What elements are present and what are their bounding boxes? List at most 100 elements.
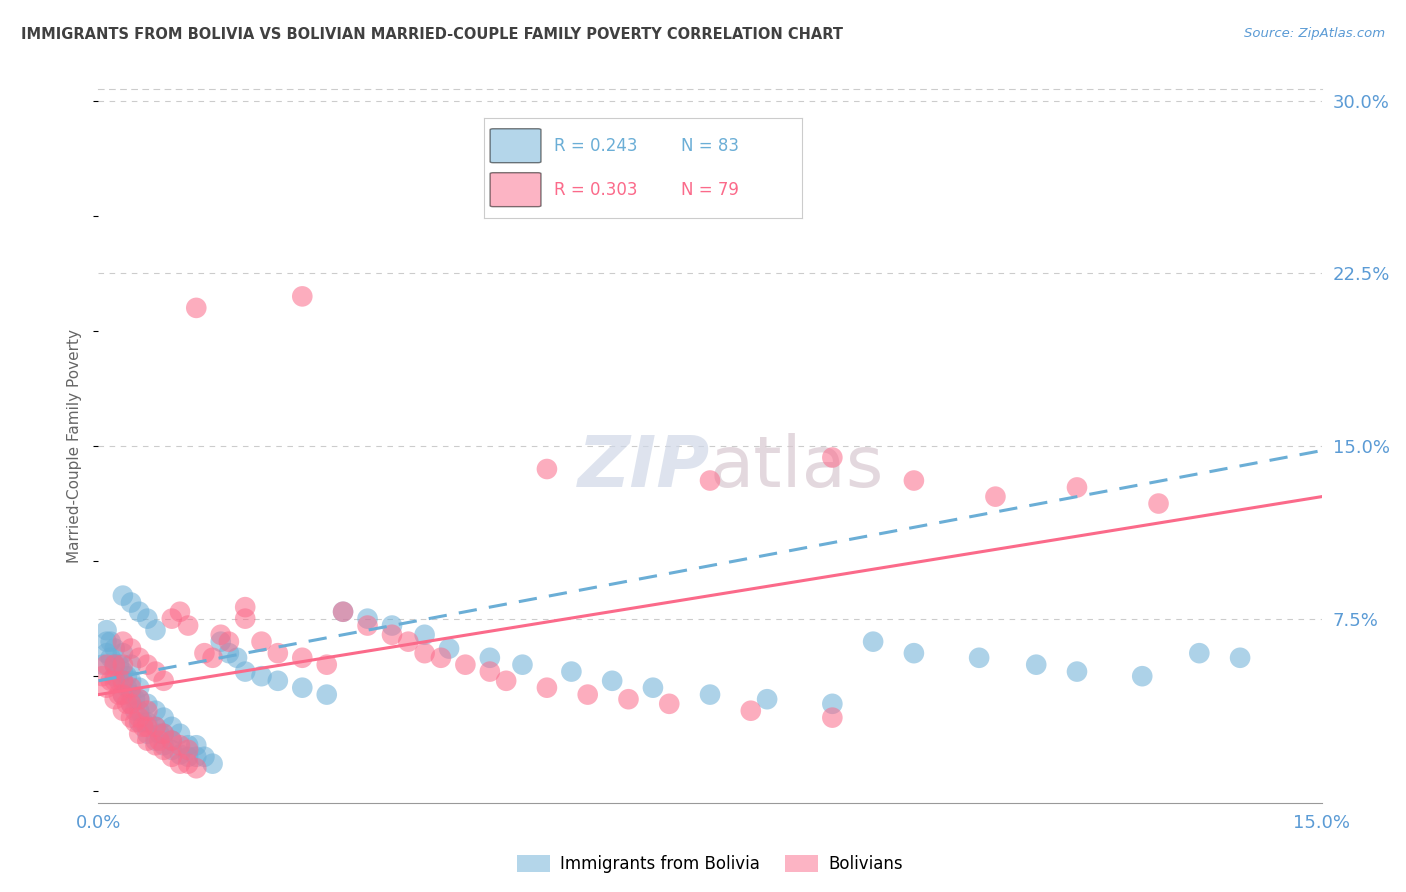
Point: [169, 738, 191, 752]
Point: [96, 657, 118, 672]
Point: [104, 641, 127, 656]
Point: [186, 761, 208, 775]
Point: [145, 720, 167, 734]
Point: [413, 646, 436, 660]
Point: [115, 697, 138, 711]
Point: [332, 605, 354, 619]
Point: [821, 450, 844, 465]
Text: Source: ZipAtlas.com: Source: ZipAtlas.com: [1244, 27, 1385, 40]
Point: [984, 490, 1007, 504]
Point: [111, 704, 134, 718]
Point: [177, 749, 200, 764]
Point: [218, 646, 240, 660]
Point: [160, 720, 183, 734]
Point: [495, 673, 517, 688]
Point: [136, 657, 159, 672]
Point: [108, 673, 131, 688]
Point: [600, 673, 623, 688]
Point: [291, 681, 314, 695]
Point: [756, 692, 779, 706]
Point: [136, 733, 159, 747]
Point: [617, 692, 640, 706]
Point: [128, 650, 150, 665]
Text: IMMIGRANTS FROM BOLIVIA VS BOLIVIAN MARRIED-COUPLE FAMILY POVERTY CORRELATION CH: IMMIGRANTS FROM BOLIVIA VS BOLIVIAN MARR…: [21, 27, 844, 42]
Point: [132, 720, 155, 734]
Point: [356, 618, 378, 632]
Point: [209, 628, 232, 642]
Point: [120, 641, 142, 656]
Point: [381, 618, 404, 632]
Point: [124, 715, 146, 730]
Point: [193, 646, 215, 660]
Point: [186, 749, 208, 764]
Point: [1025, 657, 1047, 672]
Point: [536, 462, 558, 476]
Point: [267, 646, 290, 660]
Point: [152, 727, 174, 741]
Point: [128, 605, 150, 619]
Point: [111, 673, 134, 688]
Point: [250, 669, 273, 683]
Point: [145, 733, 167, 747]
Point: [104, 673, 127, 688]
Point: [413, 628, 436, 642]
Point: [381, 628, 404, 642]
Point: [233, 600, 256, 615]
Point: [226, 650, 249, 665]
Point: [201, 756, 224, 771]
Point: [536, 681, 558, 695]
Point: [111, 634, 134, 648]
Point: [100, 673, 122, 688]
Point: [512, 657, 534, 672]
Y-axis label: Married-Couple Family Poverty: Married-Couple Family Poverty: [67, 329, 83, 563]
Point: [967, 650, 990, 665]
Point: [233, 665, 256, 679]
Point: [169, 727, 191, 741]
Point: [152, 673, 174, 688]
Point: [699, 688, 721, 702]
Point: [560, 665, 582, 679]
Point: [104, 669, 127, 683]
Point: [128, 727, 150, 741]
Point: [120, 697, 142, 711]
Point: [96, 623, 118, 637]
Point: [136, 612, 159, 626]
Point: [136, 697, 159, 711]
Point: [332, 605, 354, 619]
Point: [356, 612, 378, 626]
Point: [120, 711, 142, 725]
Point: [124, 692, 146, 706]
Point: [120, 697, 142, 711]
Legend: Immigrants from Bolivia, Bolivians: Immigrants from Bolivia, Bolivians: [510, 848, 910, 880]
Point: [177, 618, 200, 632]
Point: [132, 715, 155, 730]
Point: [104, 657, 127, 672]
Point: [111, 646, 134, 660]
Point: [201, 650, 224, 665]
Point: [291, 289, 314, 303]
Point: [169, 756, 191, 771]
Point: [233, 612, 256, 626]
Point: [96, 634, 118, 648]
Point: [177, 756, 200, 771]
Point: [111, 688, 134, 702]
Point: [186, 738, 208, 752]
Point: [437, 641, 460, 656]
Point: [209, 634, 232, 648]
Point: [145, 704, 167, 718]
Point: [124, 704, 146, 718]
Point: [145, 623, 167, 637]
Point: [104, 692, 127, 706]
Point: [576, 688, 599, 702]
Point: [120, 595, 142, 609]
Point: [267, 673, 290, 688]
Point: [478, 650, 501, 665]
Point: [136, 720, 159, 734]
Point: [108, 657, 131, 672]
Point: [149, 733, 172, 747]
Point: [160, 733, 183, 747]
Point: [430, 650, 453, 665]
Point: [1147, 497, 1170, 511]
Point: [104, 657, 127, 672]
Point: [111, 589, 134, 603]
